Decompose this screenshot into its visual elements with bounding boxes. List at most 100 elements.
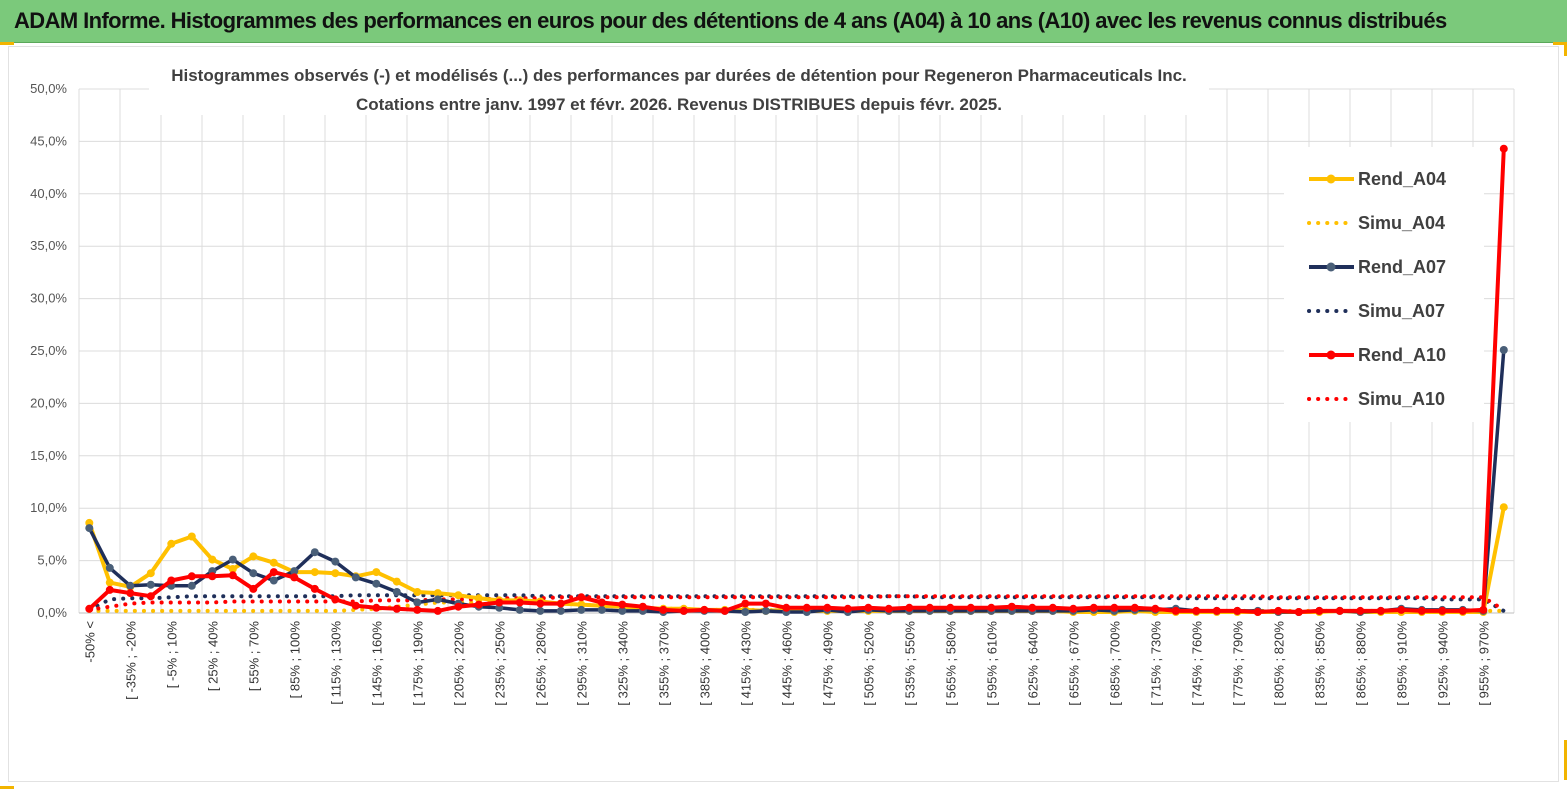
data-point	[946, 603, 955, 612]
data-point	[1397, 605, 1406, 614]
y-tick-label: 25,0%	[30, 343, 67, 358]
data-point	[741, 599, 750, 608]
data-point	[659, 605, 668, 614]
legend-label: Simu_A10	[1358, 389, 1445, 409]
chart-subtitle: Cotations entre janv. 1997 et févr. 2026…	[356, 95, 1002, 114]
legend-item-rend-a04: Rend_A04	[1309, 169, 1446, 189]
data-point	[105, 585, 114, 594]
data-point	[679, 606, 688, 615]
data-point	[105, 563, 114, 572]
data-point	[1315, 606, 1324, 615]
y-tick-label: 20,0%	[30, 395, 67, 410]
data-point	[228, 555, 237, 564]
data-point	[269, 576, 278, 585]
x-tick-label: [ 235% ; 250%	[492, 621, 507, 706]
x-tick-label: [ 955% ; 970%	[1476, 621, 1491, 706]
x-tick-label: -50% <	[82, 621, 97, 663]
data-point	[843, 604, 852, 613]
legend-label: Simu_A07	[1358, 301, 1445, 321]
data-point	[85, 524, 94, 533]
corner-accent-right-top	[1564, 42, 1567, 56]
series-line	[87, 148, 1506, 614]
data-point	[433, 595, 442, 604]
x-tick-label: [ 85% ; 100%	[287, 621, 302, 699]
data-point	[392, 588, 401, 596]
data-point	[1499, 346, 1508, 354]
x-tick-label: [ 865% ; 880%	[1353, 621, 1368, 706]
data-point	[884, 604, 893, 613]
data-point	[638, 602, 647, 611]
data-point	[515, 598, 524, 607]
legend-label: Rend_A04	[1358, 169, 1446, 189]
y-tick-label: 50,0%	[30, 81, 67, 96]
data-point	[269, 568, 278, 577]
data-point	[925, 603, 934, 612]
series-rend-a04	[85, 503, 1508, 616]
data-point	[146, 569, 155, 578]
x-tick-label: [ 445% ; 460%	[779, 621, 794, 706]
data-point	[1110, 603, 1119, 612]
x-tick-label: [ 505% ; 520%	[861, 621, 876, 706]
series-rend-a10	[85, 144, 1508, 616]
x-tick-label: [ 715% ; 730%	[1148, 621, 1163, 706]
data-point	[208, 572, 217, 581]
report-banner: ADAM Informe. Histogrammes des performan…	[0, 0, 1567, 43]
data-point	[413, 605, 422, 614]
data-point	[556, 599, 565, 608]
data-point	[413, 598, 422, 607]
x-tick-label: [ 625% ; 640%	[1025, 621, 1040, 706]
data-point	[126, 589, 135, 598]
data-point	[187, 572, 196, 581]
x-tick-label: [ 55% ; 70%	[246, 621, 261, 692]
chart-title: Histogrammes observés (-) et modélisés (…	[171, 66, 1187, 85]
series-line	[87, 594, 1506, 612]
chart-frame: 0,0% 5,0% 10,0% 15,0% 20,0% 25,0% 30,0% 35,0% 40…	[8, 46, 1559, 782]
x-tick-label: [ 775% ; 790%	[1230, 621, 1245, 706]
data-point	[392, 577, 401, 586]
data-point	[167, 539, 176, 548]
x-tick-label: [ 805% ; 820%	[1271, 621, 1286, 706]
x-tick-label: [ 895% ; 910%	[1394, 621, 1409, 706]
data-point	[433, 606, 442, 615]
data-point	[700, 605, 709, 614]
data-point	[1356, 606, 1365, 615]
x-tick-label: [ 685% ; 700%	[1107, 621, 1122, 706]
y-tick-label: 0,0%	[37, 605, 67, 620]
legend-marker	[1326, 350, 1336, 360]
data-point	[515, 605, 524, 614]
x-tick-label: [ 745% ; 760%	[1189, 621, 1204, 706]
line-chart: 0,0% 5,0% 10,0% 15,0% 20,0% 25,0% 30,0% 35,0% 40…	[30, 59, 1515, 706]
data-point	[269, 558, 278, 567]
data-point	[228, 565, 237, 573]
legend-item-rend-a10: Rend_A10	[1309, 345, 1446, 365]
x-tick-label: [ 385% ; 400%	[697, 621, 712, 706]
data-point	[1069, 604, 1078, 613]
x-tick-label: [ 475% ; 490%	[820, 621, 835, 706]
data-point	[310, 568, 319, 577]
chart-title-background	[149, 59, 1209, 115]
data-point	[1417, 606, 1426, 615]
data-point	[413, 588, 422, 596]
data-point	[331, 557, 340, 566]
data-point	[1007, 602, 1016, 611]
data-point	[290, 573, 299, 582]
x-tick-label: [ 205% ; 220%	[451, 621, 466, 706]
legend: Rend_A04 Simu_A04 Rend_A07 Simu_A07 Rend_A10…	[1284, 147, 1484, 422]
data-point	[782, 603, 791, 612]
legend-item-simu-a10: Simu_A10	[1307, 389, 1445, 409]
x-tick-label: [ 415% ; 430%	[738, 621, 753, 706]
data-point	[146, 592, 155, 601]
data-point	[1376, 606, 1385, 615]
data-point	[577, 593, 586, 602]
data-point	[187, 532, 196, 541]
data-point	[331, 595, 340, 604]
x-tick-label: [ 655% ; 670%	[1066, 621, 1081, 706]
data-point	[1479, 605, 1488, 614]
corner-accent-top-right	[1553, 42, 1567, 45]
data-point	[1130, 603, 1139, 612]
data-point	[618, 600, 627, 609]
legend-label: Simu_A04	[1358, 213, 1445, 233]
legend-background	[1284, 147, 1484, 422]
data-point	[597, 598, 606, 607]
data-point	[1274, 606, 1283, 615]
